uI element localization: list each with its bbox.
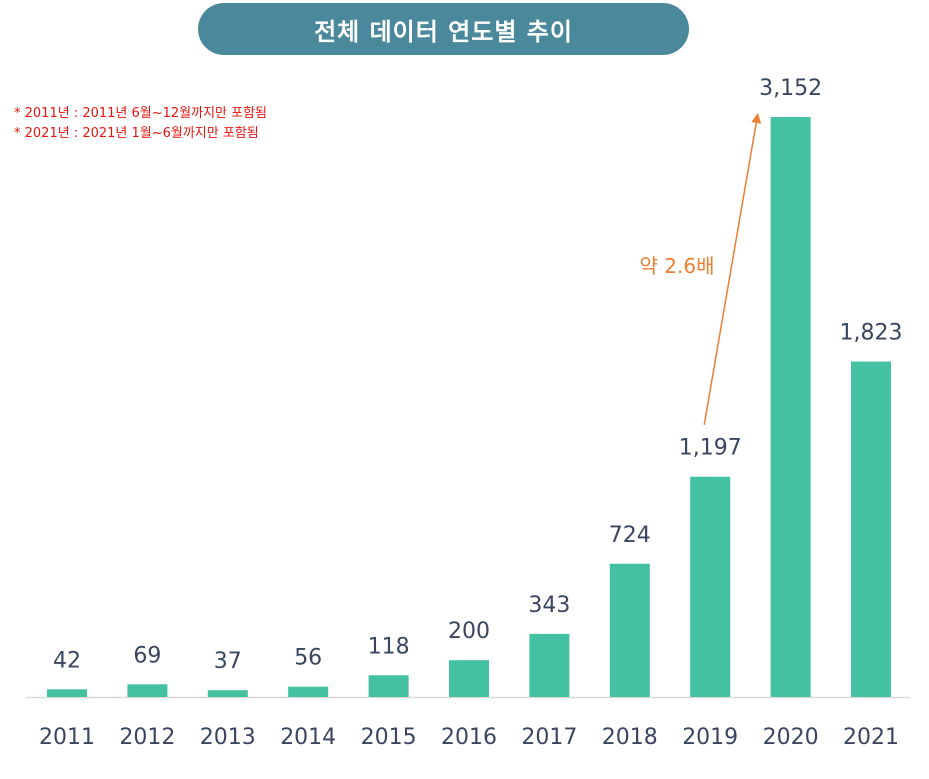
tick-label-2013: 2013 — [200, 725, 256, 750]
value-label-2020: 3,152 — [759, 76, 822, 101]
chart-title-banner: 전체 데이터 연도별 추이 — [198, 3, 689, 55]
bar-2019 — [690, 476, 731, 697]
value-label-2017: 343 — [528, 593, 570, 618]
tick-label-2021: 2021 — [843, 725, 899, 750]
bar-2015 — [368, 675, 409, 697]
value-label-2016: 200 — [448, 619, 490, 644]
value-label-2018: 724 — [609, 523, 651, 548]
bar-2012 — [127, 684, 168, 697]
value-label-2012: 69 — [133, 643, 161, 668]
bar-2016 — [449, 660, 489, 697]
tick-label-2019: 2019 — [682, 725, 738, 750]
notes: * 2011년 : 2011년 6월~12월까지만 포함됨 * 2021년 : … — [14, 104, 267, 144]
bar-2018 — [609, 563, 650, 697]
tick-label-2020: 2020 — [763, 725, 819, 750]
tick-label-2011: 2011 — [39, 725, 95, 750]
value-label-2019: 1,197 — [679, 436, 742, 461]
bar-2011 — [47, 689, 87, 697]
value-label-2014: 56 — [294, 646, 322, 671]
tick-label-2017: 2017 — [521, 725, 577, 750]
tick-label-2016: 2016 — [441, 725, 497, 750]
tick-label-2014: 2014 — [280, 725, 336, 750]
growth-arrow — [703, 113, 762, 425]
tick-label-2015: 2015 — [361, 725, 417, 750]
tick-label-2018: 2018 — [602, 725, 658, 750]
value-label-2011: 42 — [53, 648, 81, 673]
bar-2014 — [288, 686, 329, 697]
value-label-2021: 1,823 — [840, 321, 903, 346]
bar-2021 — [851, 361, 891, 697]
note-2011: * 2011년 : 2011년 6월~12월까지만 포함됨 — [14, 106, 268, 121]
value-label-2015: 118 — [368, 634, 410, 659]
tick-label-2012: 2012 — [119, 725, 175, 750]
growth-annotation-label: 약 2.6배 — [640, 254, 715, 278]
chart-title: 전체 데이터 연도별 추이 — [314, 17, 573, 46]
value-label-2013: 37 — [214, 649, 242, 674]
note-2021: * 2021년 : 2021년 1월~6월까지만 포함됨 — [14, 126, 259, 141]
bar-2013 — [207, 690, 248, 697]
bar-2017 — [529, 633, 570, 697]
bar-2020 — [770, 117, 811, 697]
